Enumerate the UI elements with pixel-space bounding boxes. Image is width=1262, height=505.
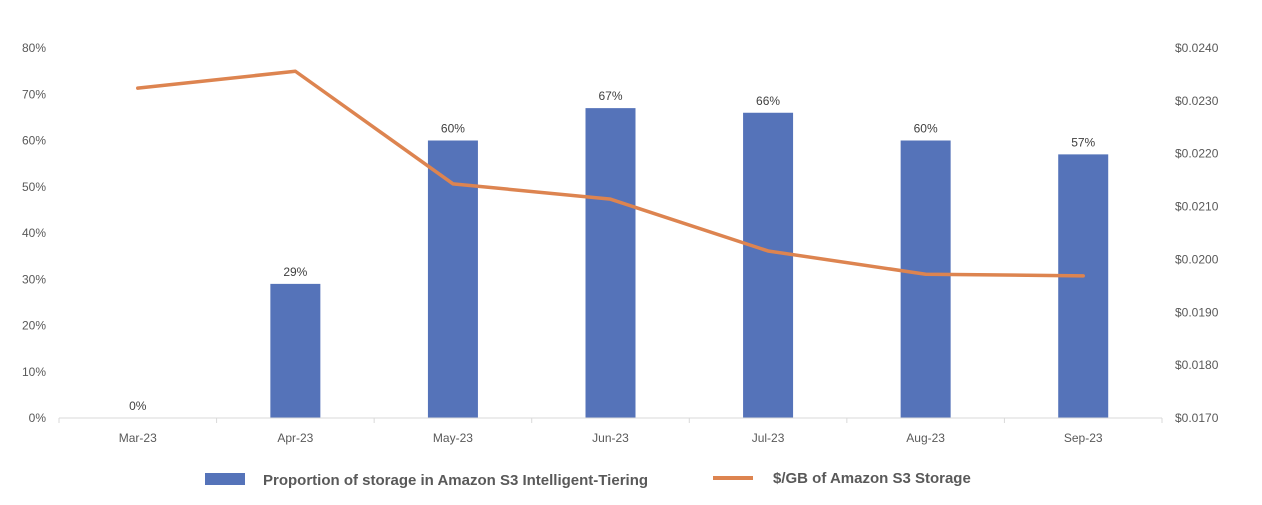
right-tick-label: $0.0170 — [1175, 411, 1219, 425]
x-tick-label: Jul-23 — [752, 431, 785, 445]
legend-bar-swatch — [205, 473, 245, 485]
right-tick-label: $0.0190 — [1175, 305, 1219, 319]
bar — [270, 283, 321, 418]
legend-line-label: $/GB of Amazon S3 Storage — [773, 470, 971, 487]
x-tick-label: Sep-23 — [1064, 431, 1103, 445]
bar — [1058, 154, 1109, 418]
bar — [900, 140, 951, 418]
x-tick-label: Mar-23 — [119, 431, 157, 445]
right-axis: $0.0170 $0.0180 $0.0190 $0.0200 $0.0210 $0.02… — [1175, 41, 1219, 425]
right-tick-label: $0.0210 — [1175, 200, 1219, 214]
right-tick-label: $0.0180 — [1175, 358, 1219, 372]
line-point — [924, 272, 928, 276]
right-tick-label: $0.0240 — [1175, 41, 1219, 55]
bar-data-label: 57% — [1071, 135, 1095, 149]
x-tick-label: Apr-23 — [277, 431, 313, 445]
line-point — [609, 197, 612, 201]
left-tick-label: 60% — [22, 134, 46, 148]
bar-data-label: 29% — [283, 265, 307, 279]
bar-data-label: 66% — [756, 94, 780, 108]
right-tick-label: $0.0220 — [1175, 147, 1219, 161]
bar-data-label: 0% — [129, 399, 147, 413]
left-tick-label: 80% — [22, 41, 46, 55]
right-tick-label: $0.0230 — [1175, 94, 1219, 108]
bar — [743, 112, 794, 418]
bar — [585, 108, 636, 418]
bar-series: 0% 29% 60% 67% 66% 60% 57% — [129, 89, 1109, 418]
x-tick-label: Jun-23 — [592, 431, 629, 445]
line-point — [293, 69, 297, 73]
left-tick-label: 40% — [22, 226, 46, 240]
left-axis: 0% 10% 20% 30% 40% 50% 60% 70% 80% — [22, 41, 46, 425]
left-tick-label: 50% — [22, 180, 46, 194]
x-axis: Mar-23 Apr-23 May-23 Jun-23 Jul-23 Aug-23 Sep-… — [58, 417, 1163, 445]
line-point — [1081, 274, 1085, 278]
line-series — [136, 69, 1085, 278]
bar-data-label: 60% — [914, 122, 938, 136]
legend: Proportion of storage in Amazon S3 Intel… — [205, 470, 971, 489]
x-tick-label: Aug-23 — [906, 431, 945, 445]
left-tick-label: 30% — [22, 272, 46, 286]
left-tick-label: 10% — [22, 365, 46, 379]
right-tick-label: $0.0200 — [1175, 252, 1219, 266]
bar-data-label: 67% — [598, 89, 622, 103]
legend-bar-label: Proportion of storage in Amazon S3 Intel… — [263, 472, 648, 489]
line-point — [136, 86, 140, 90]
left-tick-label: 0% — [29, 411, 47, 425]
line-point — [766, 249, 770, 253]
bar-data-label: 60% — [441, 122, 465, 136]
left-tick-label: 20% — [22, 319, 46, 333]
left-tick-label: 70% — [22, 87, 46, 101]
x-tick-label: May-23 — [433, 431, 473, 445]
line-point — [451, 182, 455, 186]
